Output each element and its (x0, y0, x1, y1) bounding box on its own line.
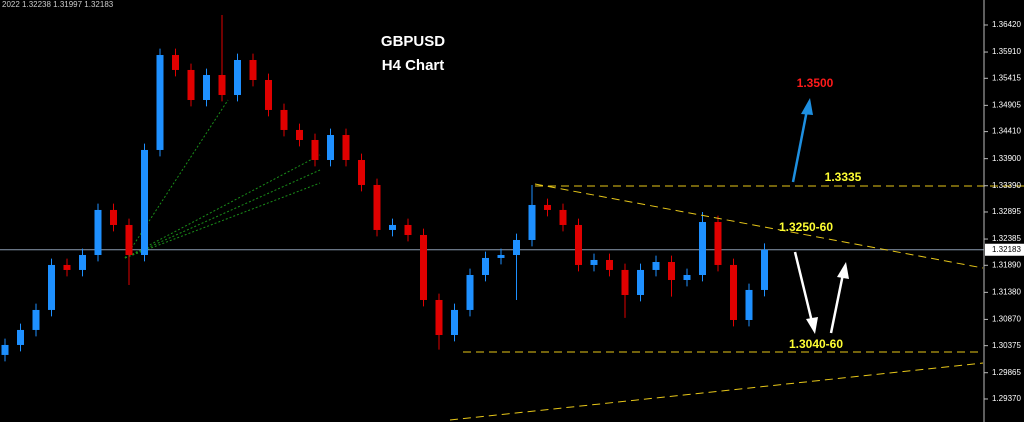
candle-body (373, 184, 381, 230)
candle-body (358, 159, 365, 185)
candle-body (280, 109, 288, 130)
candle-body (730, 264, 737, 320)
candle-body (544, 204, 551, 210)
y-tick-label: 1.31890 (992, 260, 1021, 269)
fan-line (124, 99, 229, 259)
candle-body (482, 257, 489, 276)
candle-body (590, 259, 598, 265)
y-tick-label: 1.34410 (992, 127, 1021, 136)
current-price-label: 1.32183 (992, 245, 1021, 254)
candle-body (497, 255, 505, 258)
chart-subtitle: H4 Chart (382, 57, 445, 74)
candle-body (32, 309, 40, 330)
candle-body (172, 55, 179, 70)
candle-body (79, 255, 86, 270)
arrows (791, 98, 849, 334)
candle-body (389, 224, 396, 230)
candle-body (218, 75, 226, 96)
current-price-box (985, 243, 1024, 256)
candle-body (466, 275, 474, 310)
y-tick-label: 1.33900 (992, 154, 1021, 163)
arrow (793, 251, 814, 323)
y-tick-label: 1.32385 (992, 234, 1021, 243)
arrow-head (837, 262, 849, 279)
y-tick-label: 1.32895 (992, 207, 1021, 216)
candle-body (342, 135, 350, 160)
annotation: 1.3335 (825, 170, 862, 184)
candle-body (94, 209, 102, 256)
y-tick-label: 1.29370 (992, 394, 1021, 403)
candle-body (606, 259, 613, 270)
fan-line (124, 182, 321, 259)
candle-body (621, 269, 629, 296)
arrow-head (801, 98, 813, 115)
candle-body (63, 264, 71, 270)
candle-body (699, 222, 706, 276)
arrow (791, 109, 809, 183)
candle-body (249, 59, 257, 80)
y-tick-label: 1.30375 (992, 341, 1021, 350)
candle-body (311, 139, 319, 160)
candle-body (435, 299, 443, 336)
y-tick-label: 1.29865 (992, 368, 1021, 377)
candle-body (125, 224, 133, 256)
candle-body (451, 309, 458, 336)
candle-body (683, 275, 691, 280)
candle-body (513, 239, 520, 256)
candle-body (652, 262, 660, 270)
arrow-head (806, 317, 818, 334)
y-tick-label: 1.33390 (992, 181, 1021, 190)
fan-lines (124, 99, 321, 259)
candle-body (668, 262, 675, 280)
y-tick-label: 1.34905 (992, 100, 1021, 109)
arrow (829, 273, 845, 334)
trend-lines (449, 183, 1024, 421)
descending-trendline (534, 183, 984, 269)
candle-body (1, 344, 9, 355)
annotation: 1.3500 (797, 76, 834, 90)
chart-title: GBPUSD (381, 33, 445, 50)
candle-body (404, 224, 412, 236)
candle-body (187, 69, 195, 100)
candle-body (48, 264, 55, 310)
y-tick-label: 1.31380 (992, 287, 1021, 296)
candle-body (528, 204, 536, 240)
candle-body (156, 55, 164, 150)
candle-body (265, 79, 272, 110)
fan-line (124, 154, 321, 259)
candle-body (141, 149, 148, 256)
candle-body (110, 209, 117, 225)
candle-body (327, 135, 334, 160)
y-tick-label: 1.35910 (992, 47, 1021, 56)
candle-body (420, 235, 427, 300)
candle-body (714, 222, 722, 265)
candle-body (761, 249, 768, 290)
annotation: 1.3250-60 (779, 220, 833, 234)
candle-body (575, 224, 582, 265)
candle-body (203, 75, 210, 100)
candle-body (234, 59, 241, 96)
ascending-trendline (449, 362, 984, 421)
y-tick-label: 1.36420 (992, 20, 1021, 29)
candle-body (745, 289, 753, 320)
candle-body (17, 329, 24, 345)
header: 2022 1.32238 1.31997 1.32183 (2, 0, 114, 9)
candle-body (559, 209, 567, 225)
candle-body (637, 269, 644, 296)
candle-body (296, 129, 303, 140)
annotation: 1.3040-60 (789, 337, 843, 351)
y-tick-label: 1.30870 (992, 315, 1021, 324)
y-tick-label: 1.35415 (992, 73, 1021, 82)
